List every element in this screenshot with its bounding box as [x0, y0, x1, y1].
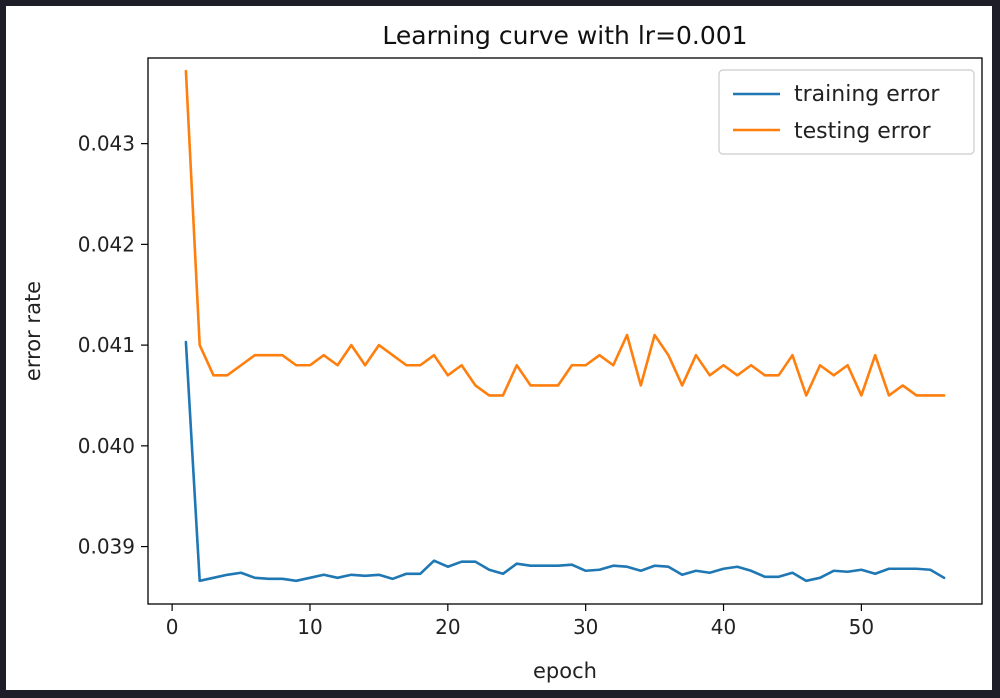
legend-box: [718, 69, 975, 155]
x-tick-label: 10: [297, 615, 322, 639]
chart-title: Learning curve with lr=0.001: [382, 21, 747, 50]
y-tick-label: 0.042: [78, 232, 135, 256]
legend-label-testing: testing error: [794, 119, 931, 144]
legend-label-training: training error: [794, 82, 940, 107]
y-tick-label: 0.040: [78, 434, 135, 458]
series-line-training: [184, 340, 946, 583]
series-lines: [184, 69, 946, 583]
x-tick-label: 40: [711, 615, 736, 639]
x-tick-label: 50: [849, 615, 874, 639]
legend: training error testing error: [718, 69, 975, 155]
y-tick-label: 0.039: [78, 535, 135, 559]
x-axis: 0 10 20 30 40 50: [166, 604, 874, 639]
y-axis: 0.039 0.040 0.041 0.042 0.043: [78, 132, 148, 559]
y-tick-label: 0.041: [78, 333, 135, 357]
x-tick-label: 30: [573, 615, 598, 639]
x-tick-label: 0: [166, 615, 179, 639]
x-axis-label: epoch: [533, 659, 597, 683]
y-axis-label: error rate: [21, 281, 45, 381]
series-line-testing: [184, 69, 946, 397]
y-tick-label: 0.043: [78, 132, 135, 156]
x-tick-label: 20: [435, 615, 460, 639]
